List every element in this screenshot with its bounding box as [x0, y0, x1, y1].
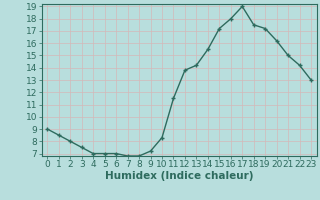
X-axis label: Humidex (Indice chaleur): Humidex (Indice chaleur) — [105, 171, 253, 181]
